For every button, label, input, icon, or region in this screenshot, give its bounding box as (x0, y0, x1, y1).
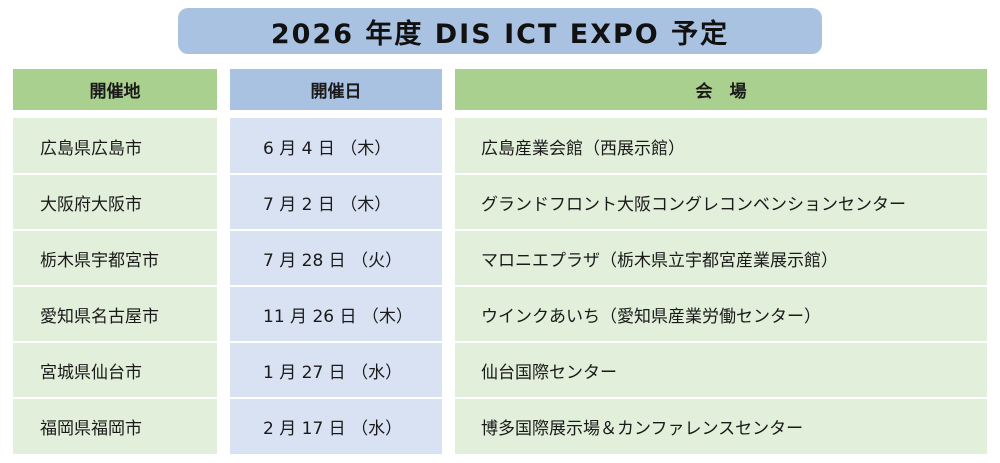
date-cell: 7 月 2 日 （木） (263, 194, 392, 215)
location-cell: 広島県広島市 (40, 138, 142, 159)
schedule-table: 広島県広島市 6 月 4 日 （木） 広島産業会館（西展示館） 大阪府大阪市 7… (0, 118, 1000, 454)
location-cell: 福岡県福岡市 (40, 418, 142, 439)
table-row: 愛知県名古屋市 11 月 26 日 （木） ウインクあいち（愛知県産業労働センタ… (0, 286, 1000, 342)
date-cell: 11 月 26 日 （木） (263, 306, 413, 327)
location-cell: 栃木県宇都宮市 (40, 250, 159, 271)
venue-cell: 広島産業会館（西展示館） (481, 138, 685, 159)
date-cell: 1 月 27 日 （水） (263, 362, 403, 383)
row-divider (13, 341, 987, 343)
table-row: 広島県広島市 6 月 4 日 （木） 広島産業会館（西展示館） (0, 118, 1000, 174)
date-cell: 2 月 17 日 （水） (263, 418, 403, 439)
title-banner: 2026 年度 DIS ICT EXPO 予定 (178, 8, 822, 54)
table-row: 福岡県福岡市 2 月 17 日 （水） 博多国際展示場＆カンファレンスセンター (0, 398, 1000, 454)
venue-cell: グランドフロント大阪コングレコンベンションセンター (481, 194, 906, 215)
header-date: 開催日 (230, 69, 442, 110)
row-divider (13, 397, 987, 399)
row-divider (13, 285, 987, 287)
table-row: 大阪府大阪市 7 月 2 日 （木） グランドフロント大阪コングレコンベンション… (0, 174, 1000, 230)
row-divider (13, 229, 987, 231)
venue-cell: ウインクあいち（愛知県産業労働センター） (481, 306, 821, 327)
header-venue: 会 場 (455, 69, 987, 110)
table-row: 宮城県仙台市 1 月 27 日 （水） 仙台国際センター (0, 342, 1000, 398)
page-title: 2026 年度 DIS ICT EXPO 予定 (270, 18, 730, 50)
venue-cell: 仙台国際センター (481, 362, 617, 383)
venue-cell: マロニエプラザ（栃木県立宇都宮産業展示館） (481, 250, 838, 271)
location-cell: 宮城県仙台市 (40, 362, 142, 383)
location-cell: 大阪府大阪市 (40, 194, 142, 215)
date-cell: 6 月 4 日 （木） (263, 138, 392, 159)
header-location: 開催地 (13, 69, 217, 110)
venue-cell: 博多国際展示場＆カンファレンスセンター (481, 418, 804, 439)
table-row: 栃木県宇都宮市 7 月 28 日 （火） マロニエプラザ（栃木県立宇都宮産業展示… (0, 230, 1000, 286)
row-divider (13, 173, 987, 175)
date-cell: 7 月 28 日 （火） (263, 250, 403, 271)
location-cell: 愛知県名古屋市 (40, 306, 159, 327)
